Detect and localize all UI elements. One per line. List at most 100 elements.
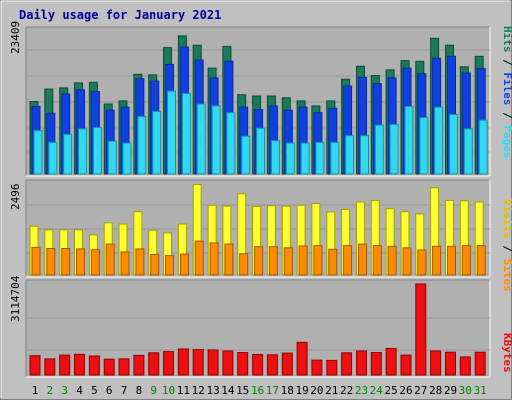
bar-sites-day-8 bbox=[135, 248, 145, 276]
x-tick-day-1: 1 bbox=[32, 384, 39, 397]
bar-sites-day-5 bbox=[90, 249, 100, 276]
x-tick-day-23: 23 bbox=[355, 384, 368, 397]
bar-kbytes-day-28 bbox=[430, 350, 442, 376]
legend-kbytes: KBytes bbox=[501, 333, 512, 373]
x-tick-day-24: 24 bbox=[370, 384, 384, 397]
bar-sites-day-29 bbox=[447, 245, 456, 276]
x-tick-day-5: 5 bbox=[91, 384, 98, 397]
legend-sep-2: / bbox=[501, 106, 512, 126]
legend-visits: Visits bbox=[501, 199, 512, 239]
bar-kbytes-day-6 bbox=[103, 358, 115, 376]
bar-kbytes-day-29 bbox=[445, 351, 456, 376]
legend-sep-1: / bbox=[501, 53, 512, 73]
bar-pages-day-7 bbox=[122, 142, 132, 175]
bar-kbytes-day-4 bbox=[74, 353, 85, 376]
bar-sites-day-11 bbox=[179, 253, 189, 276]
bar-sites-day-21 bbox=[328, 248, 338, 276]
bar-sites-day-6 bbox=[105, 243, 115, 276]
bar-pages-day-16 bbox=[256, 127, 266, 175]
bar-pages-day-5 bbox=[92, 127, 102, 175]
bar-pages-day-29 bbox=[449, 114, 458, 175]
bar-pages-day-24 bbox=[374, 124, 384, 175]
bar-pages-day-9 bbox=[152, 110, 162, 175]
bar-kbytes-day-18 bbox=[281, 352, 293, 376]
bar-sites-day-24 bbox=[372, 245, 382, 276]
bar-sites-day-3 bbox=[61, 248, 71, 276]
bar-pages-day-22 bbox=[345, 135, 355, 175]
bar-pages-day-6 bbox=[107, 140, 117, 175]
x-tick-day-11: 11 bbox=[177, 384, 190, 397]
bar-sites-day-26 bbox=[402, 247, 412, 276]
x-tick-day-28: 28 bbox=[429, 384, 442, 397]
bar-kbytes-day-7 bbox=[118, 358, 130, 376]
bar-sites-day-9 bbox=[150, 254, 160, 276]
bar-kbytes-day-17 bbox=[266, 354, 278, 376]
bar-pages-day-13 bbox=[211, 105, 221, 175]
bar-kbytes-day-14 bbox=[222, 350, 234, 376]
bar-kbytes-day-9 bbox=[148, 352, 160, 376]
legend-visits-sites: Visits / Sites bbox=[501, 199, 512, 292]
bar-pages-day-18 bbox=[285, 142, 295, 175]
legend-pages: Pages bbox=[501, 125, 512, 158]
bar-pages-day-23 bbox=[360, 135, 369, 175]
legend-files: Files bbox=[501, 72, 512, 105]
x-tick-day-16: 16 bbox=[251, 384, 264, 397]
bar-pages-day-11 bbox=[181, 93, 191, 175]
bar-kbytes-day-25 bbox=[385, 347, 397, 376]
bar-pages-day-28 bbox=[434, 106, 444, 175]
bar-sites-day-25 bbox=[387, 245, 397, 276]
bar-kbytes-day-30 bbox=[459, 356, 471, 376]
bar-sites-day-22 bbox=[343, 245, 353, 276]
bar-sites-day-27 bbox=[417, 249, 427, 276]
x-tick-day-10: 10 bbox=[162, 384, 175, 397]
bar-kbytes-day-10 bbox=[163, 351, 174, 376]
bar-kbytes-day-31 bbox=[474, 351, 486, 376]
bar-sites-day-16 bbox=[254, 246, 264, 276]
x-tick-day-29: 29 bbox=[444, 384, 457, 397]
x-tick-day-31: 31 bbox=[474, 384, 487, 397]
bar-kbytes-day-23 bbox=[356, 350, 367, 376]
legend-sep-3: / bbox=[501, 239, 512, 259]
bar-kbytes-day-3 bbox=[59, 354, 71, 376]
bar-kbytes-day-20 bbox=[311, 359, 323, 376]
x-tick-day-17: 17 bbox=[266, 384, 279, 397]
bar-pages-day-26 bbox=[404, 106, 414, 175]
bar-pages-day-17 bbox=[270, 140, 280, 175]
bar-sites-day-15 bbox=[239, 253, 249, 276]
bar-sites-day-19 bbox=[298, 245, 308, 276]
panel1-ymax-label: 23409 bbox=[9, 21, 22, 54]
legend-hits: Hits bbox=[501, 26, 512, 53]
x-tick-day-26: 26 bbox=[399, 384, 412, 397]
x-tick-day-27: 27 bbox=[414, 384, 427, 397]
bar-pages-day-30 bbox=[463, 128, 473, 175]
bar-sites-day-12 bbox=[194, 240, 204, 276]
x-tick-day-6: 6 bbox=[106, 384, 113, 397]
x-tick-day-19: 19 bbox=[295, 384, 308, 397]
bar-pages-day-2 bbox=[48, 141, 58, 175]
bar-sites-day-23 bbox=[358, 243, 367, 276]
bar-sites-day-17 bbox=[268, 246, 278, 276]
bar-sites-day-30 bbox=[461, 245, 471, 276]
bar-sites-day-10 bbox=[165, 255, 174, 276]
bar-sites-day-2 bbox=[46, 248, 56, 276]
bar-kbytes-day-11 bbox=[177, 348, 189, 376]
bar-kbytes-day-1 bbox=[29, 355, 41, 376]
x-tick-day-12: 12 bbox=[192, 384, 205, 397]
bar-kbytes-day-21 bbox=[326, 359, 338, 376]
x-tick-day-14: 14 bbox=[221, 384, 235, 397]
legend-hits-files-pages: Hits / Files / Pages bbox=[501, 26, 512, 159]
bar-sites-day-31 bbox=[476, 245, 486, 276]
x-axis-ticks: 1 2 3 4 5 6 7 8 9 10 11 12 13 14 15 16 17 18 19 20 21 22 23 24 2… bbox=[32, 384, 487, 397]
bar-pages-day-14 bbox=[226, 112, 236, 175]
x-tick-day-3: 3 bbox=[61, 384, 68, 397]
bar-sites-day-18 bbox=[283, 247, 293, 276]
bar-pages-day-25 bbox=[389, 123, 399, 175]
bar-kbytes-day-2 bbox=[44, 358, 56, 376]
bar-sites-day-20 bbox=[313, 245, 323, 276]
panel3-ymax-label: 3114704 bbox=[9, 275, 22, 322]
x-tick-day-30: 30 bbox=[459, 384, 472, 397]
bar-kbytes-day-16 bbox=[252, 354, 264, 376]
x-tick-day-15: 15 bbox=[236, 384, 249, 397]
